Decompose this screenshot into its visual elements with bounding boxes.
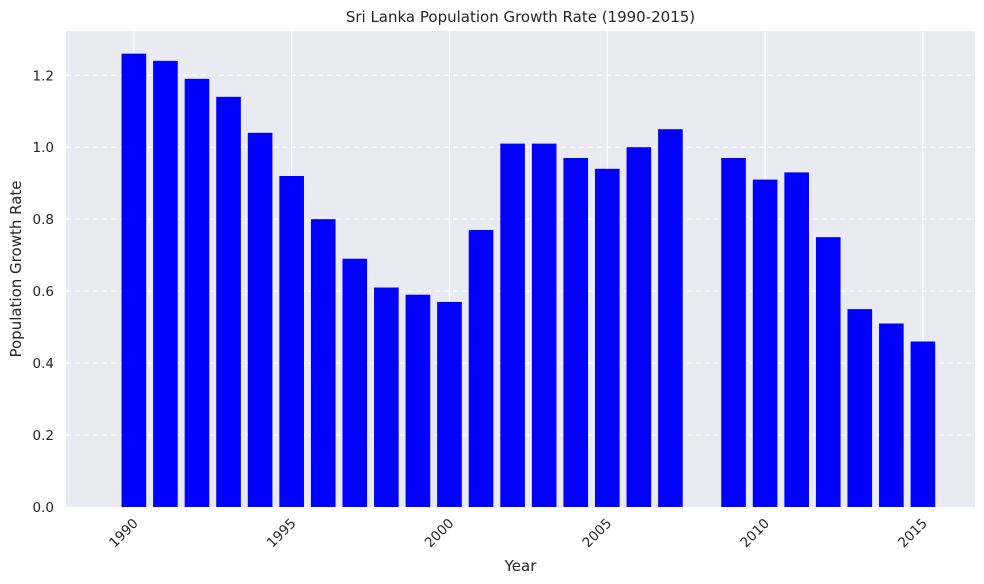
bar-2000 — [437, 301, 462, 507]
bar-2003 — [531, 143, 557, 507]
bar-2001 — [468, 229, 494, 508]
chart-title: Sri Lanka Population Growth Rate (1990-2… — [346, 8, 695, 26]
y-tick-label: 0.6 — [33, 284, 54, 300]
bar-1993 — [216, 96, 241, 507]
y-tick-label: 0.0 — [33, 500, 54, 516]
bar-1994 — [247, 132, 273, 507]
y-tick-label: 0.8 — [33, 212, 54, 228]
y-axis-label: Population Growth Rate — [7, 180, 25, 357]
bar-1996 — [310, 219, 336, 507]
bars — [121, 53, 936, 508]
x-tick-label: 2005 — [580, 516, 616, 552]
bar-2011 — [784, 172, 809, 507]
bar-2006 — [626, 147, 652, 507]
bar-2002 — [500, 143, 525, 507]
bar-2014 — [879, 323, 904, 507]
x-tick-label: 1990 — [106, 516, 142, 552]
bar-1991 — [153, 60, 178, 508]
bar-1999 — [405, 294, 431, 507]
bar-2005 — [594, 168, 620, 507]
y-tick-label: 0.4 — [33, 356, 54, 372]
y-tick-label: 0.2 — [33, 428, 54, 444]
x-tick-label: 2000 — [422, 516, 458, 552]
bar-1997 — [342, 258, 368, 507]
bar-1995 — [279, 175, 304, 508]
bar-2012 — [815, 237, 841, 507]
x-axis-label: Year — [504, 557, 538, 575]
bar-2015 — [910, 341, 936, 507]
y-tick-label: 1.0 — [33, 140, 54, 156]
x-tick-label: 2010 — [737, 516, 773, 552]
y-tick-label: 1.2 — [33, 68, 54, 84]
bar-1992 — [184, 78, 210, 507]
x-tick-label: 1995 — [264, 516, 300, 552]
bar-2007 — [658, 129, 683, 507]
bar-2010 — [752, 179, 778, 507]
bar-1998 — [374, 287, 399, 507]
x-tick-label: 2015 — [895, 516, 931, 552]
bar-2013 — [847, 309, 873, 507]
bar-2009 — [721, 158, 746, 507]
bar-1990 — [121, 53, 147, 508]
bar-2004 — [563, 158, 589, 507]
